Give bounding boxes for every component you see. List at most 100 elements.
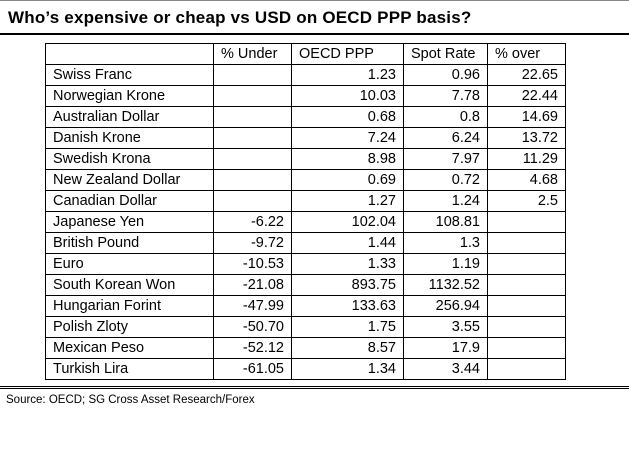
table-row: New Zealand Dollar 0.69 0.72 4.68 xyxy=(45,169,566,191)
table-row: South Korean Won -21.08 893.75 1132.52 xyxy=(45,274,566,296)
currency-name-cell: Canadian Dollar xyxy=(45,190,214,212)
bottom-double-rule xyxy=(0,386,629,389)
table-row: Norwegian Krone 10.03 7.78 22.44 xyxy=(45,85,566,107)
currency-name-cell: Hungarian Forint xyxy=(45,295,214,317)
value-cell xyxy=(487,274,566,296)
column-header: % Under xyxy=(213,43,292,65)
value-cell: 7.24 xyxy=(291,127,404,149)
table-row: Mexican Peso -52.12 8.57 17.9 xyxy=(45,337,566,359)
header-blank-cell xyxy=(45,43,214,65)
table-row: Danish Krone 7.24 6.24 13.72 xyxy=(45,127,566,149)
value-cell: 17.9 xyxy=(403,337,488,359)
value-cell: 8.57 xyxy=(291,337,404,359)
value-cell: -61.05 xyxy=(213,358,292,380)
currency-name-cell: South Korean Won xyxy=(45,274,214,296)
value-cell xyxy=(487,253,566,275)
currency-name-cell: Polish Zloty xyxy=(45,316,214,338)
value-cell: 0.68 xyxy=(291,106,404,128)
currency-name-cell: Australian Dollar xyxy=(45,106,214,128)
table-row: Japanese Yen -6.22 102.04 108.81 xyxy=(45,211,566,233)
value-cell: 1.3 xyxy=(403,232,488,254)
value-cell: 1.24 xyxy=(403,190,488,212)
value-cell: 14.69 xyxy=(487,106,566,128)
table-row: Hungarian Forint -47.99 133.63 256.94 xyxy=(45,295,566,317)
value-cell: 1.23 xyxy=(291,64,404,86)
value-cell xyxy=(213,127,292,149)
column-header: % over xyxy=(487,43,566,65)
value-cell: 1.34 xyxy=(291,358,404,380)
ppp-table: % Under OECD PPP Spot Rate% over Swiss Fra… xyxy=(45,43,566,380)
table-row: Polish Zloty -50.70 1.75 3.55 xyxy=(45,316,566,338)
value-cell: 7.97 xyxy=(403,148,488,170)
column-header: Spot Rate xyxy=(403,43,488,65)
value-cell: 0.8 xyxy=(403,106,488,128)
currency-name-cell: Danish Krone xyxy=(45,127,214,149)
value-cell: 1.33 xyxy=(291,253,404,275)
page-title: Who’s expensive or cheap vs USD on OECD … xyxy=(8,8,472,27)
value-cell xyxy=(213,148,292,170)
value-cell xyxy=(213,64,292,86)
value-cell: 13.72 xyxy=(487,127,566,149)
value-cell: 1.44 xyxy=(291,232,404,254)
value-cell xyxy=(487,211,566,233)
table-row: Swiss Franc 1.23 0.96 22.65 xyxy=(45,64,566,86)
currency-name-cell: Swedish Krona xyxy=(45,148,214,170)
value-cell: -6.22 xyxy=(213,211,292,233)
value-cell: -52.12 xyxy=(213,337,292,359)
value-cell: 0.96 xyxy=(403,64,488,86)
value-cell: 2.5 xyxy=(487,190,566,212)
value-cell xyxy=(213,190,292,212)
value-cell xyxy=(487,358,566,380)
currency-name-cell: British Pound xyxy=(45,232,214,254)
value-cell: 1.27 xyxy=(291,190,404,212)
source-note: Source: OECD; SG Cross Asset Research/Fo… xyxy=(6,394,255,406)
value-cell: 22.44 xyxy=(487,85,566,107)
value-cell: 108.81 xyxy=(403,211,488,233)
value-cell: 256.94 xyxy=(403,295,488,317)
value-cell: 133.63 xyxy=(291,295,404,317)
value-cell xyxy=(213,169,292,191)
value-cell: 0.72 xyxy=(403,169,488,191)
value-cell xyxy=(487,316,566,338)
value-cell: -9.72 xyxy=(213,232,292,254)
header-row: % Under OECD PPP Spot Rate% over xyxy=(45,43,566,65)
value-cell xyxy=(487,232,566,254)
currency-name-cell: Swiss Franc xyxy=(45,64,214,86)
value-cell: -47.99 xyxy=(213,295,292,317)
column-header: OECD PPP xyxy=(291,43,404,65)
value-cell: -21.08 xyxy=(213,274,292,296)
value-cell xyxy=(487,295,566,317)
value-cell: 8.98 xyxy=(291,148,404,170)
value-cell: 6.24 xyxy=(403,127,488,149)
table-row: British Pound -9.72 1.44 1.3 xyxy=(45,232,566,254)
value-cell xyxy=(213,106,292,128)
title-divider xyxy=(0,33,629,35)
value-cell: 4.68 xyxy=(487,169,566,191)
value-cell: 1132.52 xyxy=(403,274,488,296)
currency-name-cell: Japanese Yen xyxy=(45,211,214,233)
table-row: Swedish Krona 8.98 7.97 11.29 xyxy=(45,148,566,170)
value-cell: 102.04 xyxy=(291,211,404,233)
table-header: % Under OECD PPP Spot Rate% over xyxy=(45,43,566,65)
table-row: Canadian Dollar 1.27 1.24 2.5 xyxy=(45,190,566,212)
value-cell xyxy=(213,85,292,107)
value-cell: 1.75 xyxy=(291,316,404,338)
value-cell: 10.03 xyxy=(291,85,404,107)
currency-name-cell: Turkish Lira xyxy=(45,358,214,380)
value-cell xyxy=(487,337,566,359)
value-cell: 3.44 xyxy=(403,358,488,380)
table-row: Australian Dollar 0.68 0.8 14.69 xyxy=(45,106,566,128)
value-cell: 0.69 xyxy=(291,169,404,191)
value-cell: 893.75 xyxy=(291,274,404,296)
table-body: Swiss Franc 1.23 0.96 22.65 Norwegian Krone 1… xyxy=(45,64,566,380)
currency-name-cell: Norwegian Krone xyxy=(45,85,214,107)
table-row: Turkish Lira -61.05 1.34 3.44 xyxy=(45,358,566,380)
value-cell: -10.53 xyxy=(213,253,292,275)
value-cell: 7.78 xyxy=(403,85,488,107)
value-cell: 11.29 xyxy=(487,148,566,170)
currency-name-cell: Euro xyxy=(45,253,214,275)
value-cell: -50.70 xyxy=(213,316,292,338)
value-cell: 1.19 xyxy=(403,253,488,275)
table-row: Euro -10.53 1.33 1.19 xyxy=(45,253,566,275)
